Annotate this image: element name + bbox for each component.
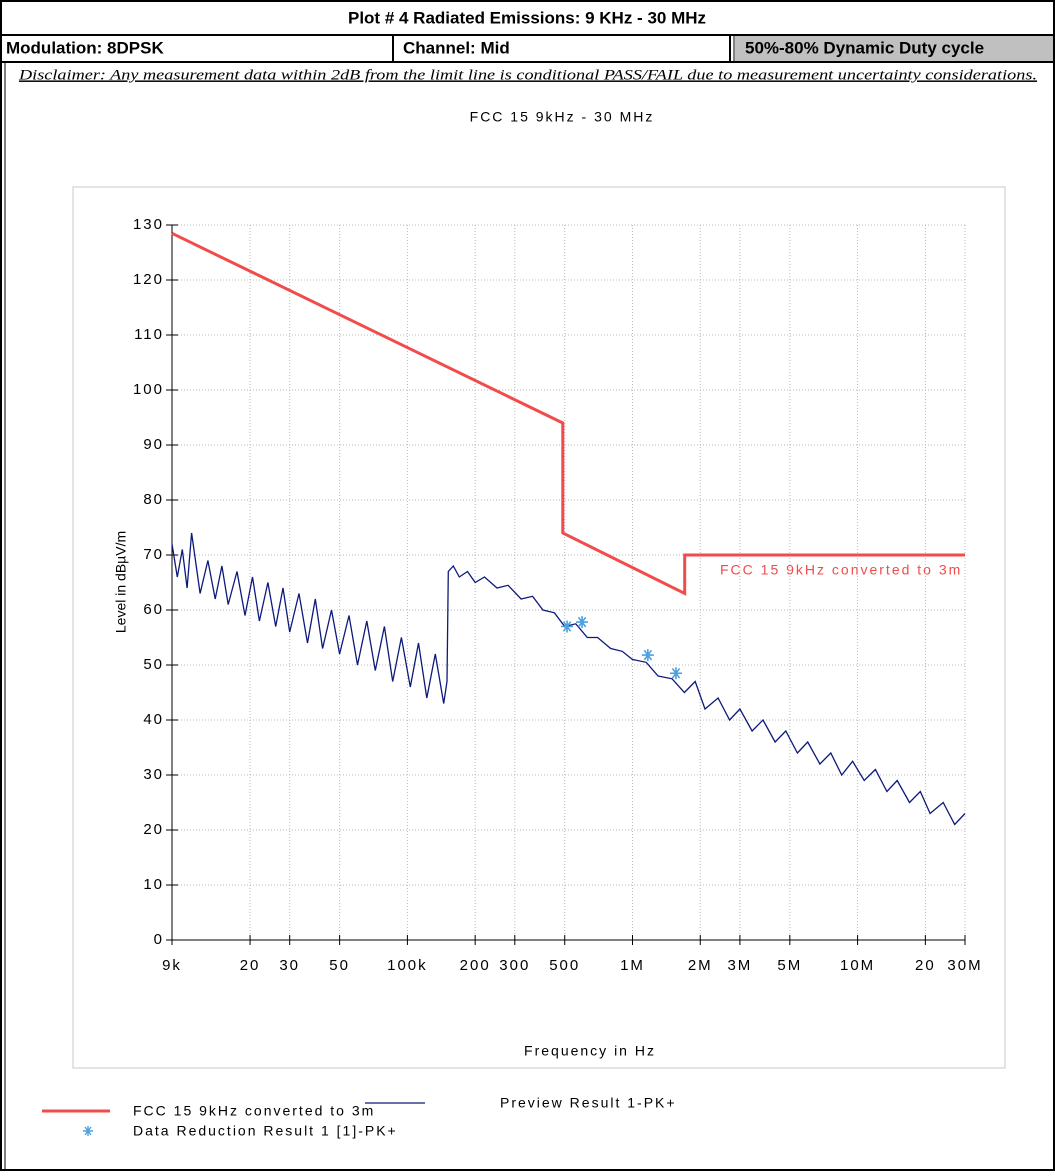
chart-frame (72, 186, 1006, 1069)
y-tick-label: 30 (143, 766, 164, 783)
data-point (561, 620, 574, 633)
x-axis-label: Frequency in Hz (524, 1043, 656, 1059)
y-tick-label: 50 (143, 656, 164, 673)
y-tick-label: 0 (154, 931, 164, 948)
data-point (641, 649, 654, 662)
x-tick-label: 20 (915, 957, 936, 974)
y-tick-label: 60 (143, 601, 164, 618)
y-tick-label: 80 (143, 491, 164, 508)
y-tick-label: 100 (133, 381, 164, 398)
plot-title: Plot # 4 Radiated Emissions: 9 KHz - 30 … (348, 8, 706, 27)
y-tick-label: 70 (143, 546, 164, 563)
modulation: Modulation: 8DPSK (6, 38, 164, 57)
data-point (669, 667, 682, 680)
y-tick-label: 110 (134, 326, 164, 343)
x-tick-label: 200 (460, 957, 491, 974)
legend-label: FCC 15 9kHz converted to 3m (133, 1103, 375, 1119)
y-axis-label: Level in dBµV/m (113, 531, 129, 633)
x-tick-label: 30 (279, 957, 300, 974)
x-tick-label: 5M (777, 957, 802, 974)
data-point (576, 616, 589, 629)
y-tick-label: 90 (143, 436, 164, 453)
x-tick-label: 50 (329, 957, 350, 974)
x-tick-label: 2M (688, 957, 713, 974)
channel: Channel: Mid (403, 38, 510, 57)
y-tick-label: 40 (143, 711, 164, 728)
series-line (171, 231, 965, 596)
series-line (171, 532, 966, 826)
limit-annotation: FCC 15 9kHz converted to 3m (720, 562, 962, 578)
legend-marker (83, 1126, 93, 1136)
x-tick-label: 300 (499, 957, 530, 974)
x-tick-label: 9k (162, 957, 182, 974)
chart-title: FCC 15 9kHz - 30 MHz (470, 109, 655, 125)
disclaimer: Disclaimer: Any measurement data within … (18, 67, 1037, 83)
y-tick-label: 120 (133, 271, 164, 288)
legend-label: Preview Result 1-PK+ (500, 1095, 677, 1111)
x-tick-label: 20 (240, 957, 261, 974)
y-tick-label: 20 (143, 821, 164, 838)
x-tick-label: 500 (549, 957, 580, 974)
duty-cell (735, 36, 1053, 61)
x-tick-label: 3M (727, 957, 752, 974)
y-tick-label: 10 (143, 876, 164, 893)
legend-label: Data Reduction Result 1 [1]-PK+ (133, 1123, 398, 1139)
x-tick-label: 30M (947, 957, 982, 974)
duty-cycle: 50%-80% Dynamic Duty cycle (745, 38, 984, 57)
x-tick-label: 10M (840, 957, 875, 974)
y-tick-label: 130 (133, 216, 164, 233)
x-tick-label: 100k (387, 957, 428, 974)
x-tick-label: 1M (620, 957, 645, 974)
